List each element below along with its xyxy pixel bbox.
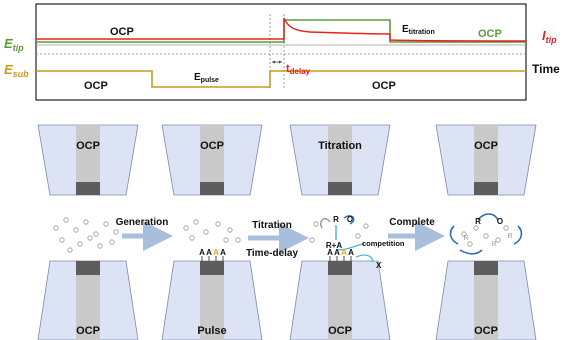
stage-3: Titration OCP R O R+A competition X A A … — [289, 124, 405, 340]
stage-1-tip-label: OCP — [76, 140, 100, 152]
species-cloud — [53, 217, 119, 253]
species-r: R — [491, 241, 496, 248]
titration-arrow-label: Titration — [252, 220, 292, 231]
competition-arrow — [337, 243, 365, 251]
adsorbed-layer: A A A A — [327, 248, 354, 261]
stage-2-sub-label: Pulse — [197, 325, 226, 337]
time-delay-label: Time-delay — [246, 248, 298, 259]
arrow-titration: Titration Time-delay — [246, 220, 309, 259]
species-r: R — [507, 233, 512, 240]
species-cloud — [309, 221, 369, 243]
tip-electrode — [435, 124, 537, 196]
adsorbate: A — [206, 248, 212, 257]
adsorbate: A — [220, 248, 226, 257]
species-cloud — [461, 225, 509, 247]
e-sub-trace — [36, 70, 526, 88]
species-r: R — [333, 215, 339, 224]
adsorbate: A — [213, 248, 219, 257]
adsorbate: A — [327, 248, 333, 257]
timing-frame — [35, 3, 527, 101]
complete-label: Complete — [389, 217, 435, 228]
i-tip-axis-label: Itip — [542, 28, 557, 45]
tip-ocp-label: OCP — [110, 26, 134, 38]
tip-electrode — [37, 124, 139, 196]
e-sub-axis-label: Esub — [4, 62, 29, 79]
species-cloud — [183, 219, 241, 243]
delay-arrowhead-left — [272, 60, 275, 64]
arrow-complete: Complete — [388, 217, 445, 251]
reaction-arrow — [355, 254, 373, 263]
adsorbate: A — [341, 248, 347, 257]
delay-label: tdelay — [286, 63, 311, 76]
redox-cycle-icon — [449, 225, 459, 245]
titration-label: Etitration — [402, 24, 435, 36]
e-tip-trace — [36, 19, 526, 43]
stage-4-tip-label: OCP — [474, 140, 498, 152]
delay-arrowhead-right — [279, 60, 282, 64]
species-o: O — [497, 217, 503, 226]
redox-cycle-icon — [477, 213, 499, 221]
stage-3-sub-label: OCP — [328, 325, 352, 337]
adsorbate: A — [334, 248, 340, 257]
timing-diagram: OCP Etitration OCP OCP Epulse OCP tdelay… — [4, 3, 560, 101]
species-r-plus-a: R+A — [326, 241, 342, 250]
tip-ocp-right-label: OCP — [478, 28, 502, 40]
redox-cycle-icon — [459, 249, 483, 255]
stage-1-sub-label: OCP — [76, 325, 100, 337]
time-axis-label: Time — [532, 62, 560, 76]
stage-2: OCP Pulse A A A A — [161, 124, 263, 340]
redox-cycle-left-icon — [320, 218, 331, 229]
species-x: X — [376, 261, 382, 270]
generation-label: Generation — [116, 217, 169, 228]
stage-1: OCP OCP — [37, 124, 139, 340]
species-r: R — [463, 235, 468, 242]
redox-cycle-icon — [513, 225, 523, 245]
pulse-label: Epulse — [194, 72, 219, 84]
adsorbed-layer: A A A A — [199, 248, 226, 261]
sub-ocp-left-label: OCP — [84, 80, 108, 92]
species-o: O — [347, 215, 353, 224]
tip-electrode — [161, 124, 263, 196]
redox-cycle-icon — [343, 215, 355, 225]
adsorbate: A — [199, 248, 205, 257]
stage-4: OCP OCP R O R R R — [435, 124, 537, 340]
i-tip-trace — [36, 17, 527, 42]
adsorbate: A — [348, 248, 354, 257]
stage-4-sub-label: OCP — [474, 325, 498, 337]
competition-label: competition — [362, 239, 405, 248]
sub-ocp-right-label: OCP — [372, 80, 396, 92]
stage-2-tip-label: OCP — [200, 140, 224, 152]
e-tip-axis-label: Etip — [4, 36, 24, 53]
arrow-generation: Generation — [116, 217, 173, 251]
species-r: R — [475, 217, 481, 226]
stage-3-tip-label: Titration — [318, 140, 362, 152]
tip-electrode — [289, 124, 391, 196]
